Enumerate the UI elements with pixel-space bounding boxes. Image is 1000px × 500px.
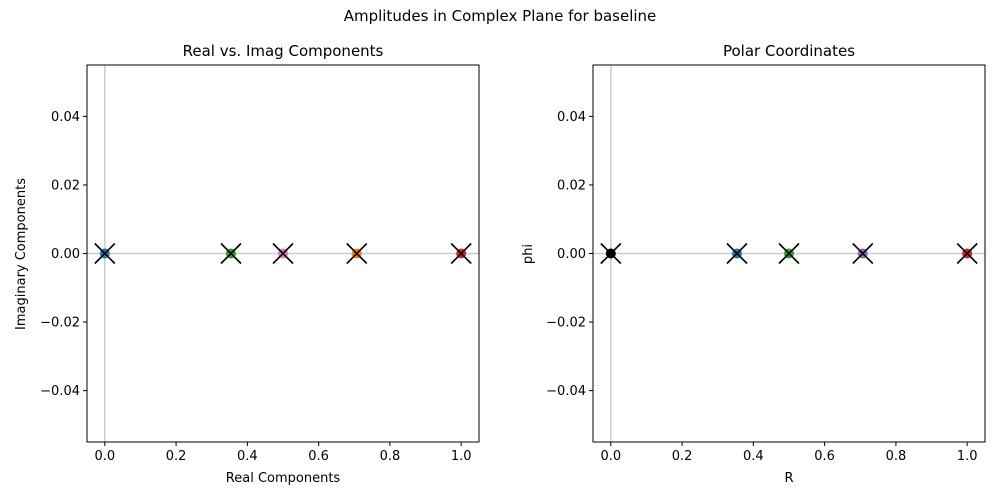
right-ytick-label: 0.02 (557, 178, 586, 193)
left-point-cross (272, 242, 294, 265)
left-ytick-label: 0.00 (51, 247, 80, 262)
left-point-cross (94, 242, 116, 265)
left-xtick-label: 0.6 (308, 449, 329, 464)
right-ytick-label: −0.04 (546, 384, 586, 399)
right-point-cross (956, 242, 978, 265)
right-chart-plot: 0.0 0.2 0.4 0.6 0.8 1.0 −0.04 −0.02 0.00 0.02 0.04 (546, 64, 986, 464)
right-chart-xlabel: R (784, 471, 793, 486)
left-xtick-label: 1.0 (451, 449, 472, 464)
right-xtick-label: 0.0 (600, 449, 621, 464)
right-chart: Polar Coordinates R phi 0.0 0.2 0.4 0.6 0.8 1… (521, 42, 986, 486)
right-point (600, 242, 622, 265)
right-point-cross (852, 242, 874, 265)
right-point-cross (600, 242, 622, 265)
right-point (778, 242, 800, 265)
right-xtick-label: 0.2 (672, 449, 693, 464)
right-ytick-label: 0.00 (557, 247, 586, 262)
left-ytick-label: 0.04 (51, 110, 80, 125)
right-point-cross (726, 242, 748, 265)
right-chart-ylabel: phi (521, 244, 536, 264)
right-ytick-label: −0.02 (546, 316, 586, 331)
left-xtick-label: 0.2 (166, 449, 187, 464)
left-point (220, 242, 242, 265)
left-point (272, 242, 294, 265)
left-ytick-label: 0.02 (51, 178, 80, 193)
right-xtick-label: 1.0 (957, 449, 978, 464)
left-xtick-label: 0.0 (94, 449, 115, 464)
right-point (852, 242, 874, 265)
right-point (956, 242, 978, 265)
left-xtick-label: 0.4 (237, 449, 258, 464)
right-ytick-label: 0.04 (557, 110, 586, 125)
left-point (94, 242, 116, 265)
left-point-cross (450, 242, 472, 265)
right-axes-frame (592, 64, 986, 443)
left-xtick-label: 0.8 (380, 449, 401, 464)
left-chart: Real vs. Imag Components Real Components… (14, 42, 480, 486)
left-ytick-label: −0.04 (40, 384, 80, 399)
figure-suptitle: Amplitudes in Complex Plane for baseline (344, 7, 657, 25)
left-point (346, 242, 368, 265)
left-ytick-label: −0.02 (40, 316, 80, 331)
right-xtick-label: 0.6 (814, 449, 835, 464)
left-axes-frame (86, 64, 480, 443)
left-chart-xlabel: Real Components (226, 471, 341, 486)
right-chart-title: Polar Coordinates (723, 42, 855, 60)
left-chart-title: Real vs. Imag Components (183, 42, 384, 60)
right-point-cross (778, 242, 800, 265)
left-point-cross (346, 242, 368, 265)
right-point (726, 242, 748, 265)
left-chart-plot: 0.0 0.2 0.4 0.6 0.8 1.0 −0.04 −0.02 0.00 0.02 0.04 (40, 64, 480, 464)
left-point (450, 242, 472, 265)
right-xtick-label: 0.4 (743, 449, 764, 464)
left-chart-ylabel: Imaginary Components (14, 178, 29, 330)
right-xtick-label: 0.8 (886, 449, 907, 464)
left-point-cross (220, 242, 242, 265)
